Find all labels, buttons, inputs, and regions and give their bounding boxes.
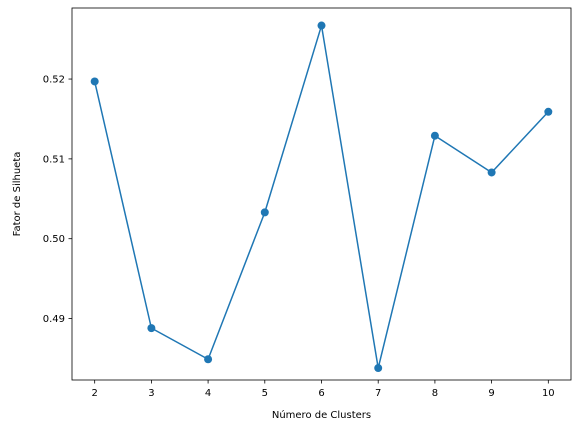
x-tick-label: 5 bbox=[262, 388, 268, 399]
y-tick-label: 0.52 bbox=[43, 75, 65, 86]
x-tick-label: 7 bbox=[375, 388, 381, 399]
data-point bbox=[260, 208, 269, 217]
x-tick-label: 2 bbox=[91, 388, 97, 399]
y-axis-title: Fator de Silhueta bbox=[12, 152, 23, 237]
x-tick-label: 10 bbox=[542, 388, 555, 399]
x-tick-label: 3 bbox=[148, 388, 154, 399]
data-point bbox=[204, 355, 213, 364]
data-point bbox=[544, 107, 553, 116]
series-markers bbox=[90, 21, 553, 373]
data-point bbox=[317, 21, 326, 30]
x-axis-ticks: 2 3 4 5 6 7 8 9 10 bbox=[91, 380, 555, 399]
y-tick-label: 0.49 bbox=[43, 314, 65, 325]
y-tick-label: 0.51 bbox=[43, 154, 65, 165]
data-point bbox=[90, 77, 99, 86]
x-tick-label: 9 bbox=[488, 388, 494, 399]
x-axis-title: Número de Clusters bbox=[272, 409, 371, 421]
y-axis-ticks: 0.49 0.50 0.51 0.52 bbox=[43, 75, 72, 325]
data-point bbox=[147, 324, 156, 333]
data-point bbox=[487, 168, 496, 177]
data-point bbox=[430, 131, 439, 140]
x-tick-label: 6 bbox=[318, 388, 324, 399]
y-tick-label: 0.50 bbox=[43, 234, 65, 245]
data-point bbox=[374, 364, 383, 373]
x-tick-label: 4 bbox=[205, 388, 211, 399]
x-tick-label: 8 bbox=[432, 388, 438, 399]
